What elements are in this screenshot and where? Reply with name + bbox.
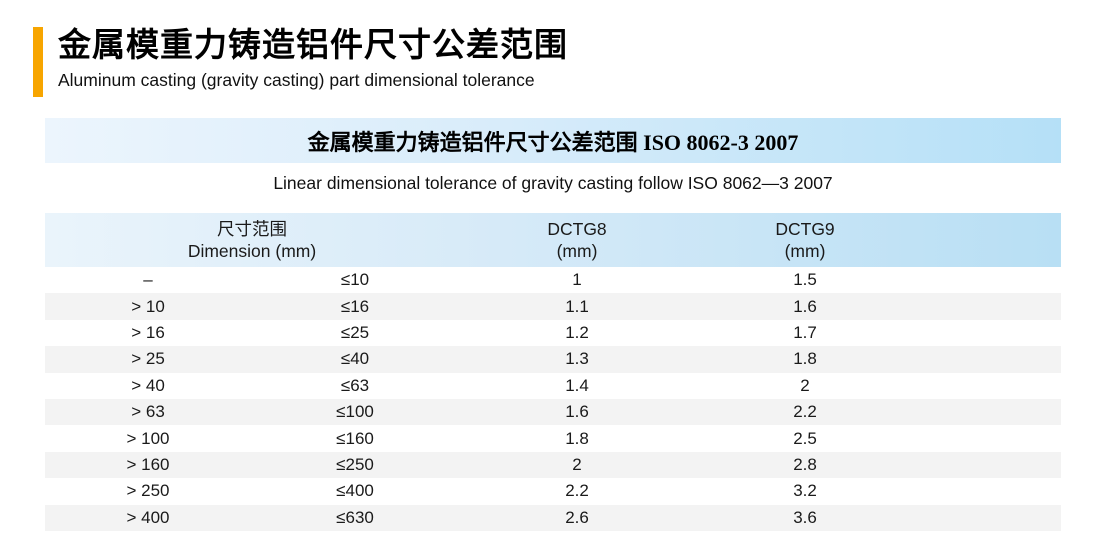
page-title: 金属模重力铸造铝件尺寸公差范围 xyxy=(58,26,568,63)
column-header-dctg9: DCTG9 (mm) xyxy=(695,213,915,267)
page-subtitle: Aluminum casting (gravity casting) part … xyxy=(58,70,535,90)
column-header-dimension-cn: 尺寸范围 xyxy=(217,219,287,239)
cell-dctg8: 1.6 xyxy=(565,402,589,422)
iso-banner-title: 金属模重力铸造铝件尺寸公差范围 ISO 8062-3 2007 xyxy=(307,129,799,155)
column-header-spacer xyxy=(915,213,1061,267)
cell-dimension-max: ≤100 xyxy=(336,402,374,422)
iso-banner: 金属模重力铸造铝件尺寸公差范围 ISO 8062-3 2007 xyxy=(45,118,1061,163)
table-row: > 10 ≤16 1.1 1.6 xyxy=(45,293,1062,320)
page-header: 金属模重力铸造铝件尺寸公差范围 Aluminum casting (gravit… xyxy=(33,27,568,97)
cell-dctg9: 1.6 xyxy=(793,296,817,316)
title-accent-bar xyxy=(33,27,43,97)
table-row: > 40 ≤63 1.4 2 xyxy=(45,373,1061,399)
title-block: 金属模重力铸造铝件尺寸公差范围 Aluminum casting (gravit… xyxy=(43,27,568,97)
cell-dimension-min: > 160 xyxy=(126,454,170,474)
cell-dimension-min: > 100 xyxy=(126,428,170,448)
table-row: > 25 ≤40 1.3 1.8 xyxy=(45,346,1062,373)
column-header-dctg8: DCTG8 (mm) xyxy=(459,213,695,267)
table-row: – ≤10 1 1.5 xyxy=(45,267,1061,293)
cell-dimension-min: > 63 xyxy=(131,402,165,422)
cell-dimension-min: > 400 xyxy=(126,507,170,527)
table-row: > 400 ≤630 2.6 3.6 xyxy=(45,504,1062,531)
cell-spacer xyxy=(915,399,1061,425)
cell-dimension-min: > 16 xyxy=(131,322,165,342)
cell-dimension-min: > 40 xyxy=(131,375,165,395)
tolerance-table-header: 尺寸范围 Dimension (mm) DCTG8 (mm) DCTG9 (mm… xyxy=(45,213,1062,267)
cell-dimension-min: > 250 xyxy=(126,481,170,501)
cell-spacer xyxy=(915,320,1061,346)
cell-dctg9: 2.2 xyxy=(793,402,817,422)
column-header-dctg8-unit: (mm) xyxy=(556,241,598,261)
tolerance-table-body: – ≤10 1 1.5 > 10 ≤16 1.1 1.6 > 16 ≤25 1.… xyxy=(45,267,1062,531)
cell-spacer xyxy=(915,267,1061,293)
table-row: > 100 ≤160 1.8 2.5 xyxy=(45,425,1061,451)
cell-dctg9: 3.6 xyxy=(793,507,817,527)
table-row: > 16 ≤25 1.2 1.7 xyxy=(45,320,1061,346)
table-header-row: 尺寸范围 Dimension (mm) DCTG8 (mm) DCTG9 (mm… xyxy=(45,213,1062,267)
table-row: > 250 ≤400 2.2 3.2 xyxy=(45,478,1061,504)
tolerance-table: 尺寸范围 Dimension (mm) DCTG8 (mm) DCTG9 (mm… xyxy=(45,213,1062,531)
cell-dctg9: 1.8 xyxy=(793,349,817,369)
cell-dimension-max: ≤400 xyxy=(336,481,374,501)
cell-dctg8: 2 xyxy=(572,454,582,474)
cell-spacer xyxy=(915,452,1061,478)
cell-spacer xyxy=(915,478,1061,504)
cell-dctg8: 2.2 xyxy=(565,481,589,501)
cell-dimension-max: ≤630 xyxy=(336,507,374,527)
cell-dimension-min: > 25 xyxy=(131,349,165,369)
cell-dctg9: 1.7 xyxy=(793,322,817,342)
cell-spacer xyxy=(915,425,1061,451)
cell-dctg8: 1.8 xyxy=(565,428,589,448)
cell-spacer xyxy=(915,373,1061,399)
cell-dctg8: 2.6 xyxy=(565,507,589,527)
cell-spacer xyxy=(915,346,1061,372)
column-header-dimension: 尺寸范围 Dimension (mm) xyxy=(45,213,459,267)
cell-spacer xyxy=(915,293,1061,319)
cell-dctg8: 1.4 xyxy=(565,375,589,395)
column-header-dimension-en: Dimension (mm) xyxy=(187,241,317,261)
table-row: > 160 ≤250 2 2.8 xyxy=(45,451,1062,479)
cell-dimension-max: ≤160 xyxy=(336,428,374,448)
cell-dctg9: 2.5 xyxy=(793,428,817,448)
cell-dimension-max: ≤63 xyxy=(340,375,370,395)
table-row: > 63 ≤100 1.6 2.2 xyxy=(45,398,1062,426)
cell-dimension-max: ≤25 xyxy=(340,322,370,342)
cell-dimension-max: ≤16 xyxy=(340,296,370,316)
iso-banner-subtitle: Linear dimensional tolerance of gravity … xyxy=(273,173,833,193)
cell-dctg9: 2 xyxy=(800,375,810,395)
cell-dctg8: 1.1 xyxy=(565,296,589,316)
cell-dimension-max: ≤40 xyxy=(340,349,370,369)
cell-dctg8: 1.3 xyxy=(565,349,589,369)
cell-dimension-min: > 10 xyxy=(131,296,165,316)
column-header-dctg8-label: DCTG8 xyxy=(547,219,607,239)
cell-dimension-max: ≤250 xyxy=(336,454,374,474)
cell-dctg9: 2.8 xyxy=(793,454,817,474)
column-header-dctg9-label: DCTG9 xyxy=(775,219,835,239)
column-header-dctg9-unit: (mm) xyxy=(784,241,826,261)
cell-dctg8: 1 xyxy=(572,270,582,290)
cell-dimension-min: – xyxy=(143,270,153,290)
cell-spacer xyxy=(915,505,1061,531)
cell-dimension-max: ≤10 xyxy=(340,270,370,290)
cell-dctg9: 3.2 xyxy=(793,481,817,501)
cell-dctg8: 1.2 xyxy=(565,322,589,342)
cell-dctg9: 1.5 xyxy=(793,270,817,290)
